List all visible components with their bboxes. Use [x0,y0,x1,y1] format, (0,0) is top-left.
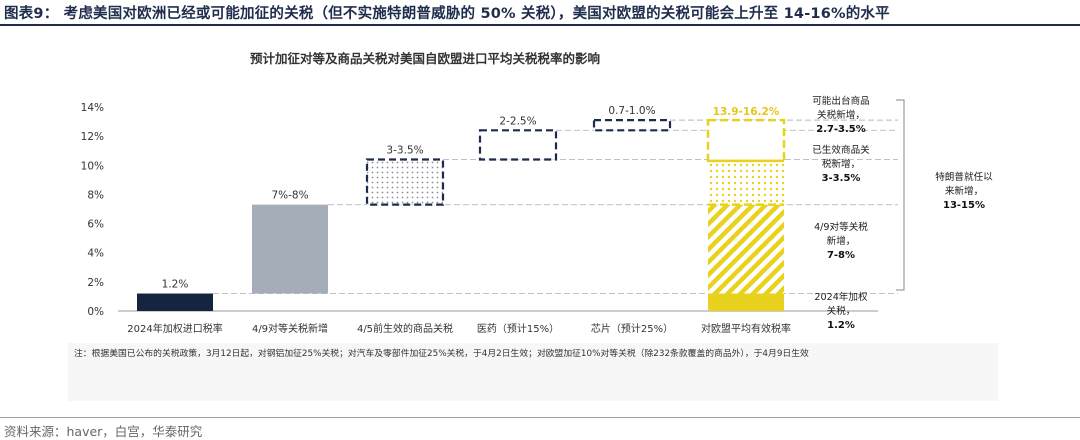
annotation-line: 税新增， [822,158,860,170]
stack-segment [708,204,784,294]
stack-segment [708,293,784,311]
y-tick-label: 12% [81,131,104,143]
x-tick-label: 2024年加权进口税率 [127,322,222,335]
annotation-value: 7-8% [827,250,855,261]
source-text: 资料来源：haver，白宫，华泰研究 [4,424,203,439]
x-tick-label: 4/5前生效的商品关税 [357,322,453,335]
annotation-line: 关税， [827,305,856,317]
annotations: 可能出台商品关税新增， 2.7-3.5% 已生效商品关税新增， 3-3.5% 4/9对等… [812,95,993,331]
bracket-annotation-text: 特朗普就任以来新增， [935,171,993,197]
x-tick-label: 芯片（预计25%） [591,322,673,335]
x-tick-label: 4/9对等关税新增 [252,322,328,335]
annotation-text: 4/9对等关税新增， [814,221,868,247]
waterfall-chart: 预计加征对等及商品关税对美国自欧盟进口平均关税税率的影响 0% 2% 4% 6% 8% 1… [81,51,994,335]
annotation-line: 4/9对等关税 [814,221,868,233]
bar-value-label: 3-3.5% [386,144,423,156]
bar [365,158,445,206]
y-tick-label: 2% [87,277,104,289]
annotation-line: 可能出台商品 [812,95,870,107]
bar-value-label: 2-2.5% [499,115,536,127]
stack-segment [708,160,784,205]
chart-title: 预计加征对等及商品关税对美国自欧盟进口平均关税税率的影响 [250,51,600,66]
note-background [68,343,998,401]
bar [592,119,672,132]
y-tick-label: 14% [81,102,104,114]
total-stack: 13.9-16.2% [706,106,786,311]
annotation-text: 2024年加权关税， [814,291,868,317]
footnote: 注：根据美国已公布的关税政策，3月12日起，对钢铝加征25%关税；对汽车及零部件… [74,349,809,359]
annotation-value: 3-3.5% [822,173,861,184]
bars: 1.2% 7%-8% 3-3.5% 2-2.5% 0.7-1.0% [137,105,672,311]
total-value-label: 13.9-16.2% [713,106,780,118]
x-axis-labels: 2024年加权进口税率 4/9对等关税新增 4/5前生效的商品关税 医药（预计15%）… [127,322,791,335]
bar [252,204,328,294]
bracket-line [896,99,905,291]
annotation-text: 已生效商品关税新增， [812,144,870,170]
annotation-text: 可能出台商品关税新增， [812,95,870,121]
title-divider [0,24,1080,26]
y-tick-label: 8% [87,189,104,201]
stack-segment [706,118,786,163]
y-tick-label: 10% [81,160,104,172]
annotation-line: 2024年加权 [814,291,868,303]
bar-value-label: 7%-8% [271,190,308,202]
annotation-line: 新增， [827,235,856,247]
x-tick-label: 对欧盟平均有效税率 [701,322,791,335]
annotation-line: 关税新增， [817,109,865,121]
annotation-line: 特朗普就任以 [935,171,993,183]
annotation-line: 已生效商品关 [812,144,870,156]
footer-divider [0,417,1080,418]
bar-value-label: 1.2% [162,279,189,291]
figure-title: 图表9： 考虑美国对欧洲已经或可能加征的关税（但不实施特朗普威胁的 50% 关税… [4,6,890,22]
x-tick-label: 医药（预计15%） [477,322,559,335]
bar [137,293,213,311]
y-tick-label: 4% [87,248,104,260]
y-tick-label: 6% [87,219,104,231]
bar-value-label: 0.7-1.0% [608,105,655,117]
annotation-line: 来新增， [945,185,983,197]
bar [478,129,558,161]
annotation-value: 1.2% [827,320,855,331]
bracket-annotation-value: 13-15% [943,200,985,211]
annotation-value: 2.7-3.5% [816,124,866,135]
y-tick-label: 0% [87,306,104,318]
